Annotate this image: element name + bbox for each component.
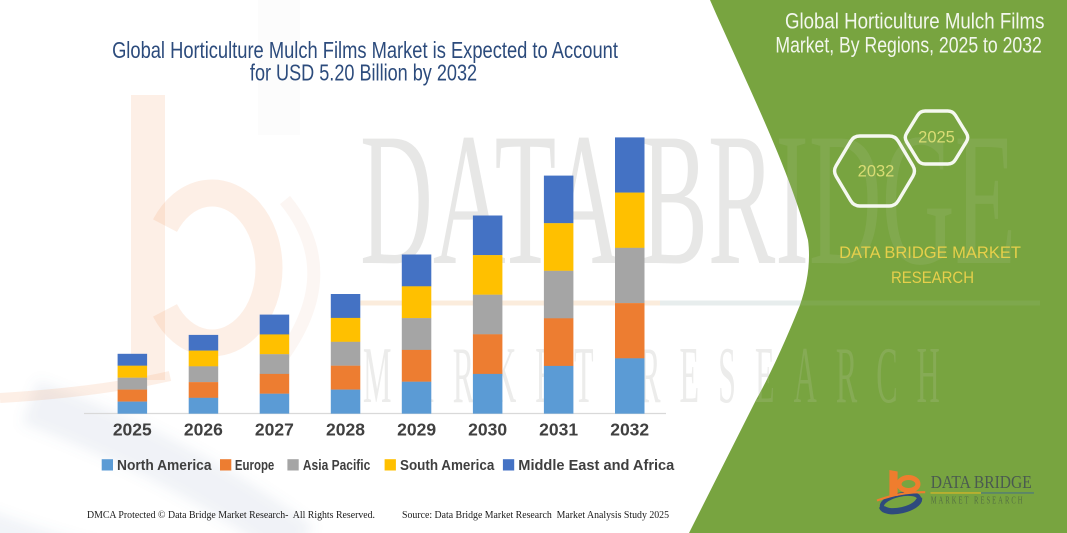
svg-text:Asia Pacific: Asia Pacific [303,458,370,474]
svg-text:2028: 2028 [326,420,365,440]
svg-text:DMCA Protected © Data Bridge M: DMCA Protected © Data Bridge Market Rese… [87,510,375,521]
svg-text:Middle East and Africa: Middle East and Africa [518,458,675,474]
svg-text:2032: 2032 [858,163,895,181]
svg-text:Global Horticulture Mulch Film: Global Horticulture Mulch Films [785,10,1045,35]
svg-text:2026: 2026 [184,420,223,440]
svg-text:Source: Data Bridge Market Res: Source: Data Bridge Market Research Mark… [402,510,669,521]
svg-text:for USD 5.20 Billion by 2032: for USD 5.20 Billion by 2032 [250,60,477,86]
svg-text:2032: 2032 [610,420,649,440]
svg-text:DATA BRIDGE MARKET: DATA BRIDGE MARKET [839,244,1021,262]
svg-text:MARKET RESEARCH: MARKET RESEARCH [363,332,940,420]
svg-text:2025: 2025 [918,129,955,147]
svg-text:DATA BRIDGE: DATA BRIDGE [360,94,1016,305]
svg-text:Global Horticulture Mulch Film: Global Horticulture Mulch Films Market i… [112,38,618,64]
svg-text:2027: 2027 [255,420,294,440]
svg-text:2031: 2031 [539,420,578,440]
svg-text:South America: South America [400,458,495,474]
svg-text:MARKET RESEARCH: MARKET RESEARCH [931,494,1023,506]
svg-text:Market, By Regions, 2025 to 20: Market, By Regions, 2025 to 2032 [775,34,1041,59]
svg-text:2029: 2029 [397,420,436,440]
svg-text:2025: 2025 [113,420,152,440]
svg-text:RESEARCH: RESEARCH [891,269,974,287]
svg-text:DATA BRIDGE: DATA BRIDGE [931,474,1032,493]
svg-text:2030: 2030 [468,420,507,440]
svg-text:North America: North America [117,458,212,474]
svg-text:Europe: Europe [235,458,274,474]
